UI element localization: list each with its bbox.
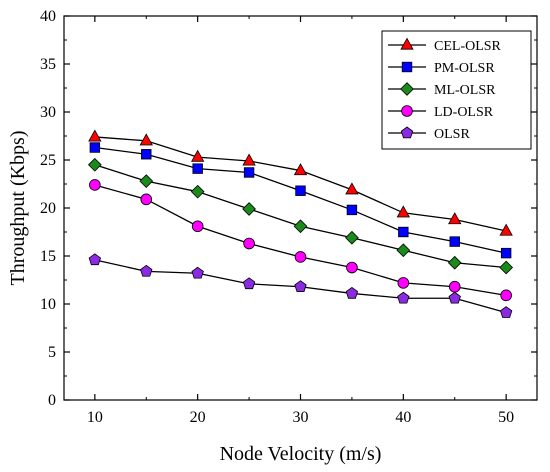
- y-tick-label: 25: [40, 152, 56, 169]
- data-point-ml-olsr: [190, 184, 205, 199]
- data-point-ld-olsr: [140, 193, 153, 206]
- data-point-olsr: [448, 291, 461, 304]
- y-tick-label: 20: [40, 200, 56, 217]
- series-ml-olsr: [87, 157, 514, 275]
- y-tick-label: 30: [40, 104, 56, 121]
- data-point-cel-olsr: [293, 163, 308, 176]
- x-tick-label: 30: [293, 409, 309, 426]
- data-point-ld-olsr: [448, 280, 461, 293]
- data-point-ld-olsr: [89, 179, 101, 191]
- data-point-olsr: [140, 264, 153, 277]
- series-group: [87, 129, 514, 318]
- legend: CEL-OLSR PM-OLSR ML-OLSR LD-OLSR OLSR: [381, 30, 532, 150]
- y-tick-label: 35: [40, 56, 56, 73]
- legend-label: PM-OLSR: [434, 61, 495, 76]
- data-point-ld-olsr: [191, 220, 204, 233]
- data-point-ld-olsr: [500, 289, 512, 302]
- legend-item-pm-olsr: PM-OLSR: [388, 61, 495, 76]
- data-point-pm-olsr: [141, 149, 152, 160]
- data-point-olsr: [397, 291, 410, 304]
- data-point-ld-olsr: [397, 277, 410, 289]
- x-tick-label: 40: [395, 409, 411, 426]
- x-tick-label: 20: [190, 409, 206, 426]
- data-point-cel-olsr: [190, 149, 205, 162]
- data-point-cel-olsr: [242, 153, 256, 166]
- legend-label: LD-OLSR: [434, 105, 494, 120]
- data-point-pm-olsr: [398, 226, 409, 238]
- data-point-olsr: [499, 306, 513, 318]
- data-point-cel-olsr: [499, 223, 513, 236]
- data-point-ml-olsr: [396, 243, 411, 258]
- data-point-ml-olsr: [293, 219, 308, 234]
- data-point-olsr: [88, 253, 102, 266]
- y-tick-label: 40: [40, 8, 56, 25]
- series-olsr: [88, 253, 513, 318]
- data-point-olsr: [242, 277, 256, 290]
- data-point-cel-olsr: [345, 182, 359, 195]
- data-point-ml-olsr: [447, 255, 462, 270]
- legend-label: ML-OLSR: [434, 83, 496, 98]
- legend-item-olsr: OLSR: [388, 126, 470, 142]
- data-point-olsr: [191, 266, 204, 279]
- y-tick-label: 0: [48, 392, 56, 409]
- series-line-cel-olsr: [94, 136, 507, 232]
- legend-marker: [400, 126, 414, 139]
- legend-marker: [401, 61, 413, 73]
- x-tick-label: 50: [498, 409, 514, 426]
- x-axis-label: Node Velocity (m/s): [220, 443, 382, 465]
- data-point-pm-olsr: [449, 236, 460, 247]
- y-tick-label: 10: [40, 296, 56, 313]
- legend-marker: [400, 37, 414, 50]
- legend-item-ld-olsr: LD-OLSR: [388, 105, 494, 120]
- data-point-olsr: [345, 286, 359, 299]
- data-point-cel-olsr: [396, 205, 411, 218]
- y-axis-label: Throughput (Kbps): [7, 131, 29, 286]
- data-point-pm-olsr: [89, 142, 101, 153]
- data-point-pm-olsr: [346, 204, 358, 216]
- data-point-ld-olsr: [346, 261, 358, 274]
- data-point-olsr: [294, 280, 307, 292]
- legend-marker: [401, 105, 413, 117]
- data-point-cel-olsr: [88, 129, 102, 142]
- data-point-pm-olsr: [192, 163, 203, 174]
- data-point-ml-olsr: [345, 230, 359, 245]
- data-point-cel-olsr: [139, 133, 153, 146]
- series-ld-olsr: [89, 179, 512, 302]
- legend-label: OLSR: [434, 127, 470, 142]
- data-point-ml-olsr: [139, 174, 154, 188]
- legend-item-cel-olsr: CEL-OLSR: [388, 37, 502, 54]
- data-point-ml-olsr: [499, 260, 514, 275]
- series-cel-olsr: [88, 129, 513, 236]
- data-point-pm-olsr: [500, 247, 512, 259]
- y-tick-label: 5: [48, 344, 56, 361]
- y-tick-label: 15: [40, 248, 56, 265]
- data-point-pm-olsr: [295, 185, 306, 196]
- legend-marker: [400, 82, 414, 96]
- legend-label: CEL-OLSR: [434, 39, 502, 54]
- data-point-cel-olsr: [448, 212, 462, 225]
- data-point-ml-olsr: [87, 157, 102, 172]
- series-pm-olsr: [89, 142, 512, 259]
- data-point-ld-olsr: [243, 237, 255, 250]
- axes: 10 20 30 40 50 0 5 10 15 20 25 30 35 40: [40, 8, 538, 426]
- data-point-ld-olsr: [294, 251, 307, 263]
- data-point-ml-olsr: [242, 202, 256, 216]
- x-tick-label: 10: [87, 409, 103, 426]
- data-point-pm-olsr: [243, 167, 255, 178]
- legend-item-ml-olsr: ML-OLSR: [388, 82, 496, 98]
